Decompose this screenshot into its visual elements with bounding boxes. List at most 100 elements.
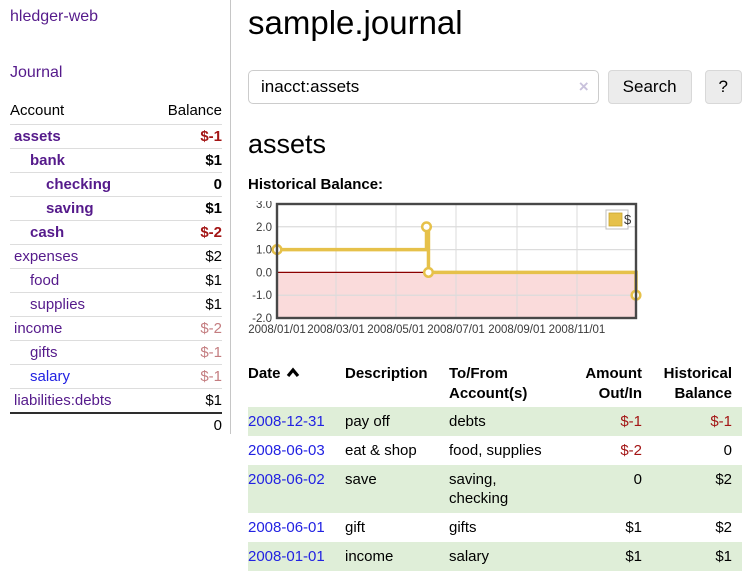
svg-text:2008/07/01: 2008/07/01 [427,324,485,336]
account-link[interactable]: checking [46,176,112,193]
svg-text:2008/01/01: 2008/01/01 [248,324,306,336]
account-row: saving $1 [10,196,222,221]
account-row: salary $-1 [10,364,222,389]
register-date-link[interactable]: 2008-06-03 [248,442,325,459]
sidebar-item-journal[interactable]: Journal [10,64,63,81]
accounts-table: Account Balance assets $-1 bank $1 checking 0… [10,100,222,437]
search-button[interactable]: Search [607,70,692,104]
main-content: sample.journal × Search ? assets Histori… [231,0,742,571]
register-description: income [345,548,394,565]
svg-text:0.0: 0.0 [256,267,272,279]
register-date-link[interactable]: 2008-06-02 [248,471,325,488]
register-description: eat & shop [345,442,417,459]
account-row: checking 0 [10,172,222,197]
account-balance: $1 [148,148,222,173]
account-balance: $-1 [148,124,222,149]
register-amount: $-2 [620,442,642,459]
register-date-cell: 2008-06-03 [248,436,345,465]
account-link[interactable]: salary [30,368,71,385]
register-date-cell: 2008-01-01 [248,542,345,571]
account-balance: $-1 [148,340,222,365]
account-name-cell: gifts [10,340,149,365]
account-link[interactable]: expenses [14,248,79,265]
register-date-link[interactable]: 2008-06-01 [248,519,325,536]
svg-text:2008/05/01: 2008/05/01 [367,324,425,336]
brand-link[interactable]: hledger-web [10,8,99,25]
register-amount: $1 [625,548,642,565]
account-row: liabilities:debts $1 [10,388,222,413]
account-name-cell: food [10,268,149,293]
register-description: pay off [345,413,390,430]
account-balance: $2 [148,244,222,269]
register-row: 2008-12-31 pay off debts $-1 $-1 [248,407,742,436]
account-balance: $1 [148,388,222,413]
account-link[interactable]: gifts [30,344,58,361]
account-link[interactable]: food [30,272,60,289]
accounts-total-value: 0 [148,412,222,437]
register-row: 2008-06-03 eat & shop food, supplies $-2 0 [248,436,742,465]
account-balance: 0 [148,172,222,197]
account-heading: assets [248,129,327,159]
account-link[interactable]: supplies [30,296,86,313]
accounts-col-balance: Balance [167,102,222,119]
account-row: cash $-2 [10,220,222,245]
register-date-link[interactable]: 2008-12-31 [248,413,325,430]
accounts-col-account: Account [10,102,65,119]
register-date-cell: 2008-06-01 [248,513,345,542]
account-row: gifts $-1 [10,340,222,365]
sort-ascending-icon [286,367,299,378]
register-balance: $1 [715,548,732,565]
account-row: assets $-1 [10,124,222,149]
account-row: bank $1 [10,148,222,173]
register-balance: $-1 [710,413,732,430]
search-bar: × Search ? [248,70,742,104]
account-name-cell: checking [10,172,149,197]
register-col-date[interactable]: Date [248,361,345,407]
page-title: sample.journal [248,4,463,41]
account-name-cell: cash [10,220,149,245]
register-row: 2008-01-01 income salary $1 $1 [248,542,742,571]
register-balance: $2 [715,519,732,536]
account-link[interactable]: bank [30,152,66,169]
register-col-accounts: To/From Account(s) [449,365,528,402]
register-accounts: debts [449,413,486,430]
account-balance: $-2 [148,220,222,245]
account-name-cell: salary [10,364,149,389]
account-name-cell: income [10,316,149,341]
register-row: 2008-06-01 gift gifts $1 $2 [248,513,742,542]
search-input[interactable] [248,70,599,104]
account-link[interactable]: assets [14,128,61,145]
account-row: supplies $1 [10,292,222,317]
account-link[interactable]: income [14,320,63,337]
register-balance: $2 [715,471,732,488]
register-accounts: salary [449,548,490,565]
chart-title: Historical Balance: [248,176,384,193]
register-date-link[interactable]: 2008-01-01 [248,548,325,565]
account-link[interactable]: liabilities:debts [14,392,112,409]
svg-text:-1.0: -1.0 [252,290,272,302]
svg-text:3.0: 3.0 [256,201,272,211]
register-accounts: saving, checking [449,471,509,507]
register-date-cell: 2008-12-31 [248,407,345,436]
svg-text:2008/09/01: 2008/09/01 [488,324,546,336]
clear-search-icon[interactable]: × [578,77,589,96]
account-name-cell: assets [10,124,149,149]
historical-balance-chart[interactable]: $3.0 2.0 1.0 0.0 -1.0 -2.0 2008/01/01 2008/03/0… [248,199,742,341]
account-balance: $1 [148,196,222,221]
register-description: save [345,471,377,488]
help-button[interactable]: ? [704,70,742,104]
register-row: 2008-06-02 save saving, checking 0 $2 [248,465,742,513]
account-balance: $1 [148,292,222,317]
account-row: income $-2 [10,316,222,341]
register-amount: $-1 [620,413,642,430]
account-row: expenses $2 [10,244,222,269]
account-link[interactable]: cash [30,224,65,241]
svg-text:2.0: 2.0 [256,222,272,234]
svg-text:2008/11/01: 2008/11/01 [549,324,606,336]
register-balance: 0 [723,442,732,459]
register-col-amount: Amount Out/In [585,365,642,402]
register-amount: 0 [633,471,642,488]
account-link[interactable]: saving [46,200,94,217]
